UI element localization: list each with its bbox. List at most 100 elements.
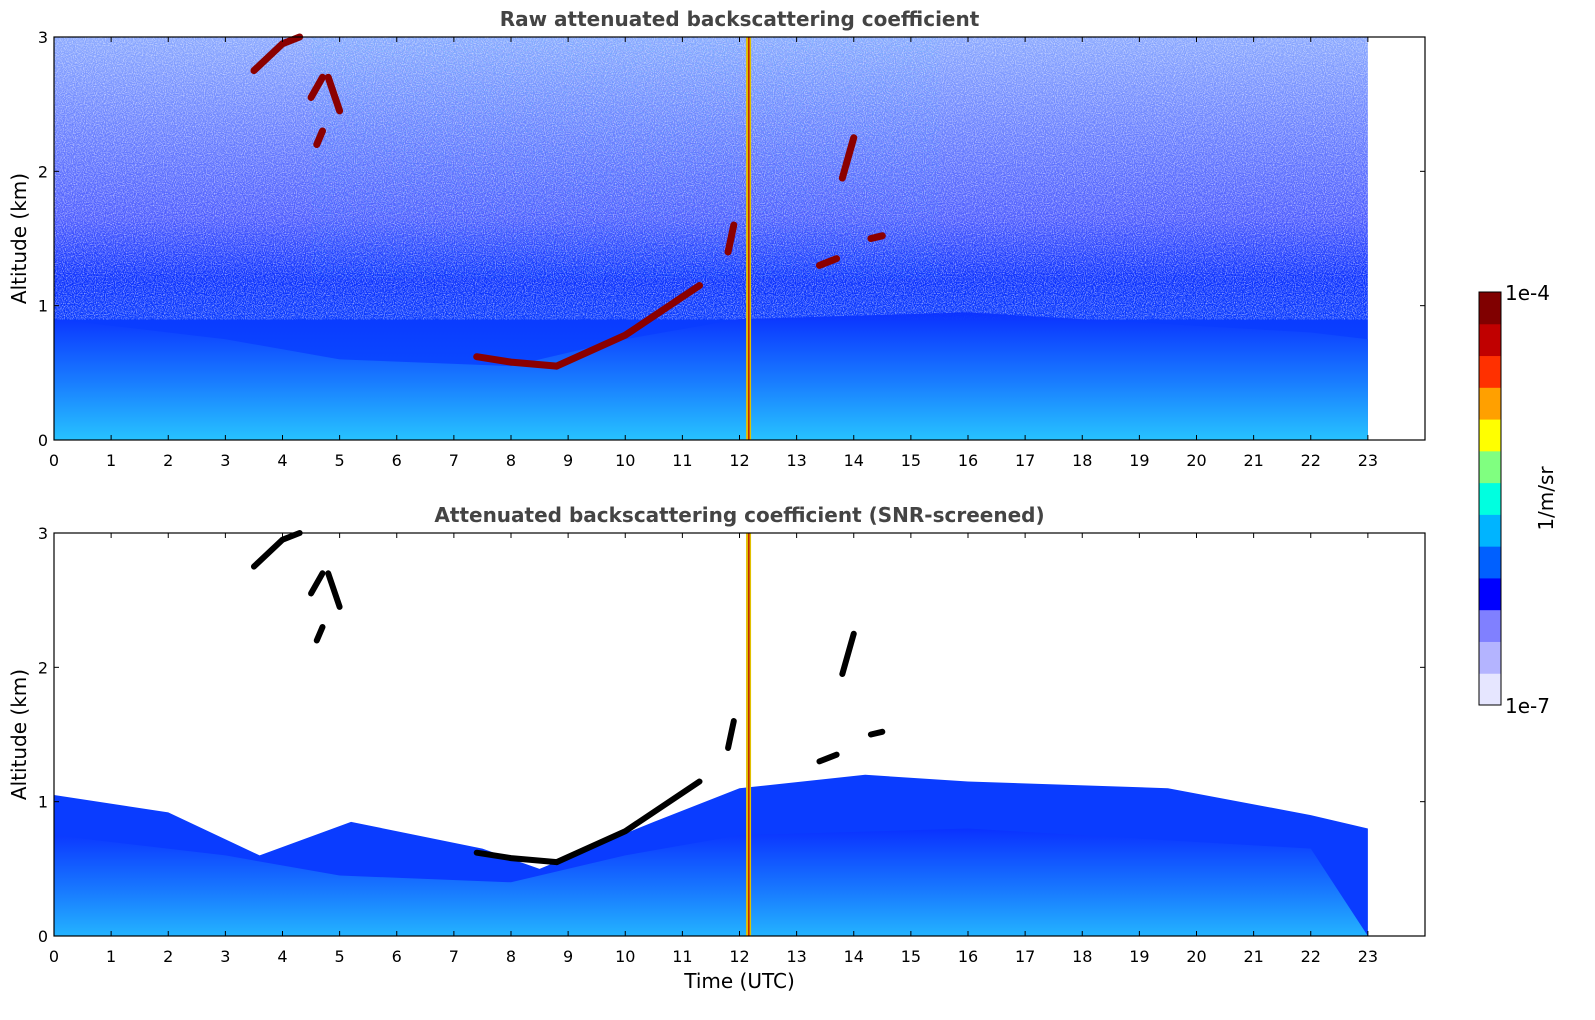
colorbar-band bbox=[1479, 609, 1501, 642]
screened-cloud-segment bbox=[839, 630, 857, 678]
x-tick-label: 8 bbox=[506, 947, 516, 966]
y-tick-label: 3 bbox=[38, 524, 48, 543]
y-tick-label: 1 bbox=[38, 297, 48, 316]
screened-backscatter-panel: Attenuated backscattering coefficient (S… bbox=[7, 503, 1426, 993]
x-tick-label: 22 bbox=[1301, 947, 1321, 966]
screened-x-axis: 0 1 2 3 4 5 6 7 8 9 10 11 12 13 14 15 16 17 18 19 20 21 22 23 bbox=[49, 533, 1378, 966]
raw-cloud-segment bbox=[838, 134, 858, 182]
colorbar: 1e-4 1e-7 1/m/sr bbox=[1478, 281, 1558, 718]
x-tick-label: 0 bbox=[49, 947, 59, 966]
x-tick-label: 6 bbox=[392, 947, 402, 966]
x-tick-label: 12 bbox=[729, 947, 749, 966]
x-tick-label: 16 bbox=[958, 451, 978, 470]
y-tick-label: 1 bbox=[38, 793, 48, 812]
x-tick-label: 14 bbox=[844, 451, 864, 470]
x-tick-label: 18 bbox=[1072, 451, 1092, 470]
raw-heatmap-area bbox=[54, 33, 1368, 440]
y-tick-label: 0 bbox=[38, 431, 48, 450]
colorbar-band bbox=[1479, 577, 1501, 611]
x-tick-label: 15 bbox=[901, 947, 921, 966]
colorbar-band bbox=[1479, 419, 1501, 452]
x-tick-label: 13 bbox=[786, 451, 806, 470]
x-tick-label: 13 bbox=[786, 947, 806, 966]
x-tick-label: 17 bbox=[1015, 451, 1035, 470]
x-tick-label: 7 bbox=[449, 947, 459, 966]
screened-cloud-segment bbox=[867, 728, 886, 738]
x-tick-label: 10 bbox=[615, 451, 635, 470]
colorbar-label: 1/m/sr bbox=[1534, 466, 1558, 531]
screened-cloud-segment bbox=[725, 718, 737, 751]
x-tick-label: 1 bbox=[106, 947, 116, 966]
colorbar-band bbox=[1479, 450, 1501, 484]
screened-cloud-segment bbox=[313, 624, 326, 644]
x-tick-label: 18 bbox=[1072, 947, 1092, 966]
colorbar-band bbox=[1479, 641, 1501, 674]
x-tick-label: 4 bbox=[277, 451, 287, 470]
raw-panel-title: Raw attenuated backscattering coefficien… bbox=[500, 7, 980, 31]
x-tick-label: 7 bbox=[449, 451, 459, 470]
x-tick-label: 11 bbox=[672, 947, 692, 966]
x-tick-label: 3 bbox=[220, 451, 230, 470]
x-tick-label: 15 bbox=[901, 451, 921, 470]
y-tick-label: 2 bbox=[38, 658, 48, 677]
x-tick-label: 16 bbox=[958, 947, 978, 966]
x-tick-label: 3 bbox=[220, 947, 230, 966]
colorbar-band bbox=[1479, 323, 1501, 357]
colorbar-bands bbox=[1479, 292, 1501, 706]
x-tick-label: 2 bbox=[163, 451, 173, 470]
screened-cloud-segment bbox=[816, 751, 840, 765]
x-tick-label: 23 bbox=[1358, 947, 1378, 966]
x-tick-label: 5 bbox=[335, 947, 345, 966]
screened-cloud-segment bbox=[553, 778, 703, 866]
raw-y-axis-label: Altitude (km) bbox=[7, 173, 31, 304]
x-tick-label: 21 bbox=[1243, 451, 1263, 470]
raw-cloud-segment bbox=[250, 33, 304, 75]
colorbar-band bbox=[1479, 514, 1501, 547]
y-tick-label: 2 bbox=[38, 162, 48, 181]
screened-cloud-segment bbox=[250, 530, 303, 570]
screened-aerosol-layer bbox=[54, 828, 1368, 936]
x-tick-label: 9 bbox=[563, 451, 573, 470]
screened-bright-column-core bbox=[748, 533, 750, 936]
x-tick-label: 14 bbox=[844, 947, 864, 966]
raw-y-axis: 0 1 2 3 bbox=[38, 28, 1425, 450]
raw-aerosol-layer bbox=[54, 312, 1368, 440]
colorbar-band bbox=[1479, 355, 1501, 388]
x-tick-label: 11 bbox=[672, 451, 692, 470]
y-tick-label: 0 bbox=[38, 927, 48, 946]
raw-cloud-segment bbox=[815, 255, 841, 269]
screened-y-axis-label: Altitude (km) bbox=[7, 669, 31, 800]
colorbar-min-label: 1e-7 bbox=[1505, 694, 1550, 718]
raw-cloud-segment bbox=[313, 127, 326, 148]
screened-cloud-segment bbox=[308, 570, 326, 597]
x-tick-label: 19 bbox=[1129, 451, 1149, 470]
raw-bright-column-core bbox=[748, 37, 750, 440]
raw-high-noise-band bbox=[311, 37, 940, 279]
raw-cloud-segment bbox=[724, 221, 738, 256]
x-tick-label: 12 bbox=[729, 451, 749, 470]
screened-heatmap-area bbox=[54, 530, 1368, 936]
x-tick-label: 10 bbox=[615, 947, 635, 966]
x-tick-label: 6 bbox=[392, 451, 402, 470]
colorbar-band bbox=[1479, 673, 1501, 706]
x-tick-label: 20 bbox=[1186, 451, 1206, 470]
raw-x-axis: 0 1 2 3 4 5 6 7 8 9 10 11 12 13 14 15 16 17 18 19 20 21 22 23 bbox=[49, 37, 1378, 470]
colorbar-max-label: 1e-4 bbox=[1505, 281, 1550, 305]
x-tick-label: 5 bbox=[335, 451, 345, 470]
raw-cloud-segment bbox=[324, 73, 344, 115]
x-tick-label: 21 bbox=[1243, 947, 1263, 966]
raw-cloud-segment bbox=[553, 282, 704, 370]
screened-panel-title: Attenuated backscattering coefficient (S… bbox=[434, 503, 1044, 527]
screened-cloud-segment bbox=[473, 849, 560, 866]
x-tick-label: 8 bbox=[506, 451, 516, 470]
x-tick-label: 9 bbox=[563, 947, 573, 966]
raw-cloud-segment bbox=[867, 232, 886, 242]
x-tick-label: 1 bbox=[106, 451, 116, 470]
raw-cloud-segment bbox=[307, 73, 326, 101]
x-tick-label: 23 bbox=[1358, 451, 1378, 470]
colorbar-band bbox=[1479, 482, 1501, 515]
raw-backscatter-panel: Raw attenuated backscattering coefficien… bbox=[7, 7, 1426, 470]
x-tick-label: 19 bbox=[1129, 947, 1149, 966]
screened-y-axis: 0 1 2 3 bbox=[38, 524, 1425, 946]
